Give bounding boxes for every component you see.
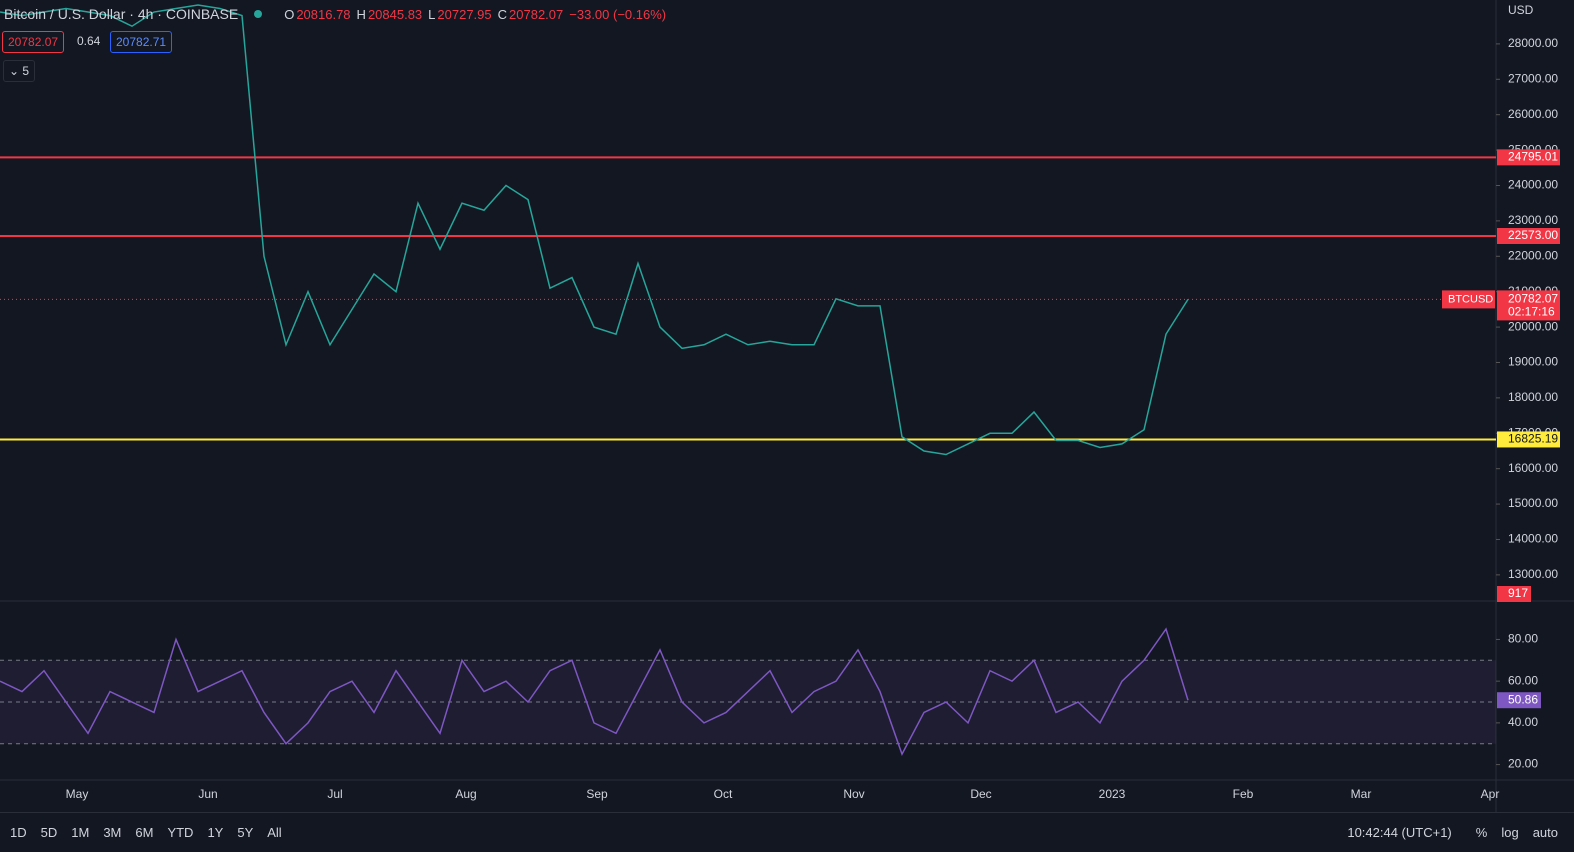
price-tick-label: 26000.00	[1508, 107, 1558, 121]
price-tick-label: 16000.00	[1508, 461, 1558, 475]
time-label: Aug	[455, 787, 476, 801]
symbol-label: BTCUSD	[1448, 293, 1493, 305]
ohlc-value: 20727.95	[437, 6, 492, 22]
range-button[interactable]: 1M	[71, 825, 90, 840]
range-button[interactable]: 3M	[103, 825, 122, 840]
ohlc-key: C	[497, 6, 508, 22]
ask[interactable]: 20782.71	[110, 31, 173, 53]
ohlc-key: O	[284, 6, 295, 22]
price-badge	[1497, 290, 1560, 321]
rsi-badge	[1497, 692, 1541, 709]
price-line	[0, 4, 1189, 456]
price-tick-label: 23000.00	[1508, 213, 1558, 227]
volume-label: 917	[1508, 586, 1528, 600]
bid[interactable]: 20782.07	[2, 31, 65, 53]
time-label: May	[66, 787, 89, 801]
ohlc-key: L	[428, 6, 436, 22]
level-label: 22573.00	[1508, 228, 1558, 242]
time: 10:42:44 (UTC+1)	[1347, 825, 1452, 840]
ohlc: O 20816.78 H 20845.83 L 20727.95 C 20782.07	[280, 7, 563, 22]
range-button[interactable]: 1Y	[207, 825, 224, 840]
scale-option[interactable]: auto	[1532, 825, 1558, 840]
ohlc-value: 20782.07	[509, 6, 564, 22]
level-badge	[1497, 149, 1560, 166]
scale-option[interactable]: %	[1475, 825, 1488, 840]
ohlc-value: 20845.83	[367, 6, 423, 22]
time-label: Feb	[1233, 787, 1254, 801]
rsi-tick-label: 80.00	[1508, 632, 1538, 646]
bottom-toolbar: 1D 5D 1M 3M 6M YTD 1Y 5Y All 10:42:44 (UTC+1)% log…	[0, 812, 1574, 852]
rsi-value-label: 50.86	[1508, 692, 1538, 706]
range-button[interactable]: 6M	[135, 825, 154, 840]
indicator-count: 5	[22, 64, 30, 78]
level-label: 16825.19	[1508, 432, 1558, 446]
range-button[interactable]: 5D	[40, 825, 58, 840]
scale-option[interactable]: log	[1501, 825, 1519, 840]
price-tick-label: 20000.00	[1508, 319, 1558, 333]
range-button[interactable]: 1D	[10, 825, 27, 840]
range-button[interactable]: 5Y	[237, 825, 254, 840]
time-label: 2023	[1099, 787, 1126, 801]
rsi-tick-label: 20.00	[1508, 757, 1538, 771]
status-dot	[254, 10, 263, 18]
ohlc-key: H	[356, 6, 366, 22]
level-badge	[1497, 431, 1560, 448]
time-label: Nov	[843, 787, 864, 801]
price-tick-label: 24000.00	[1508, 178, 1558, 192]
range-button[interactable]: YTD	[167, 825, 194, 840]
countdown: 02:17:16	[1508, 305, 1555, 319]
time-label: Mar	[1351, 787, 1372, 801]
price-tick-label: 22000.00	[1508, 248, 1558, 262]
price-tick-label: 19000.00	[1508, 355, 1558, 369]
price-tick-label: 28000.00	[1508, 36, 1558, 50]
price-tick-label: 13000.00	[1508, 567, 1558, 581]
change: −33.00 (−0.16%)	[569, 6, 667, 22]
time-label: Apr	[1481, 787, 1500, 801]
last-price-label: 20782.07	[1508, 292, 1558, 306]
rsi-line	[0, 627, 1189, 757]
price-tick-label: 15000.00	[1508, 496, 1558, 510]
spread: 0.64	[77, 34, 101, 48]
symbol-badge	[1442, 290, 1495, 309]
price-tick-label: 14000.00	[1508, 532, 1558, 546]
volume-badge	[1497, 586, 1531, 602]
price-tick-label: 27000.00	[1508, 71, 1558, 85]
range-button[interactable]: All	[267, 825, 282, 840]
indicators-toggle[interactable]: ⌄ 5	[3, 60, 36, 82]
time-label: Oct	[714, 787, 733, 801]
time-label: Dec	[970, 787, 991, 801]
ohlc-value: 20816.78	[296, 6, 351, 22]
time-label: Jun	[198, 787, 217, 801]
level-badge	[1497, 228, 1560, 244]
symbol-title: Bitcoin / U.S. Dollar · 4h · COINBASE	[4, 6, 239, 22]
time-label: Jul	[327, 787, 342, 801]
level-label: 24795.01	[1508, 150, 1558, 164]
rsi-tick-label: 60.00	[1508, 673, 1538, 687]
time-label: Sep	[586, 787, 608, 801]
currency: USD	[1508, 3, 1534, 17]
chevron: ⌄	[9, 64, 23, 78]
rsi-tick-label: 40.00	[1508, 715, 1538, 729]
price-tick-label: 18000.00	[1508, 390, 1558, 404]
